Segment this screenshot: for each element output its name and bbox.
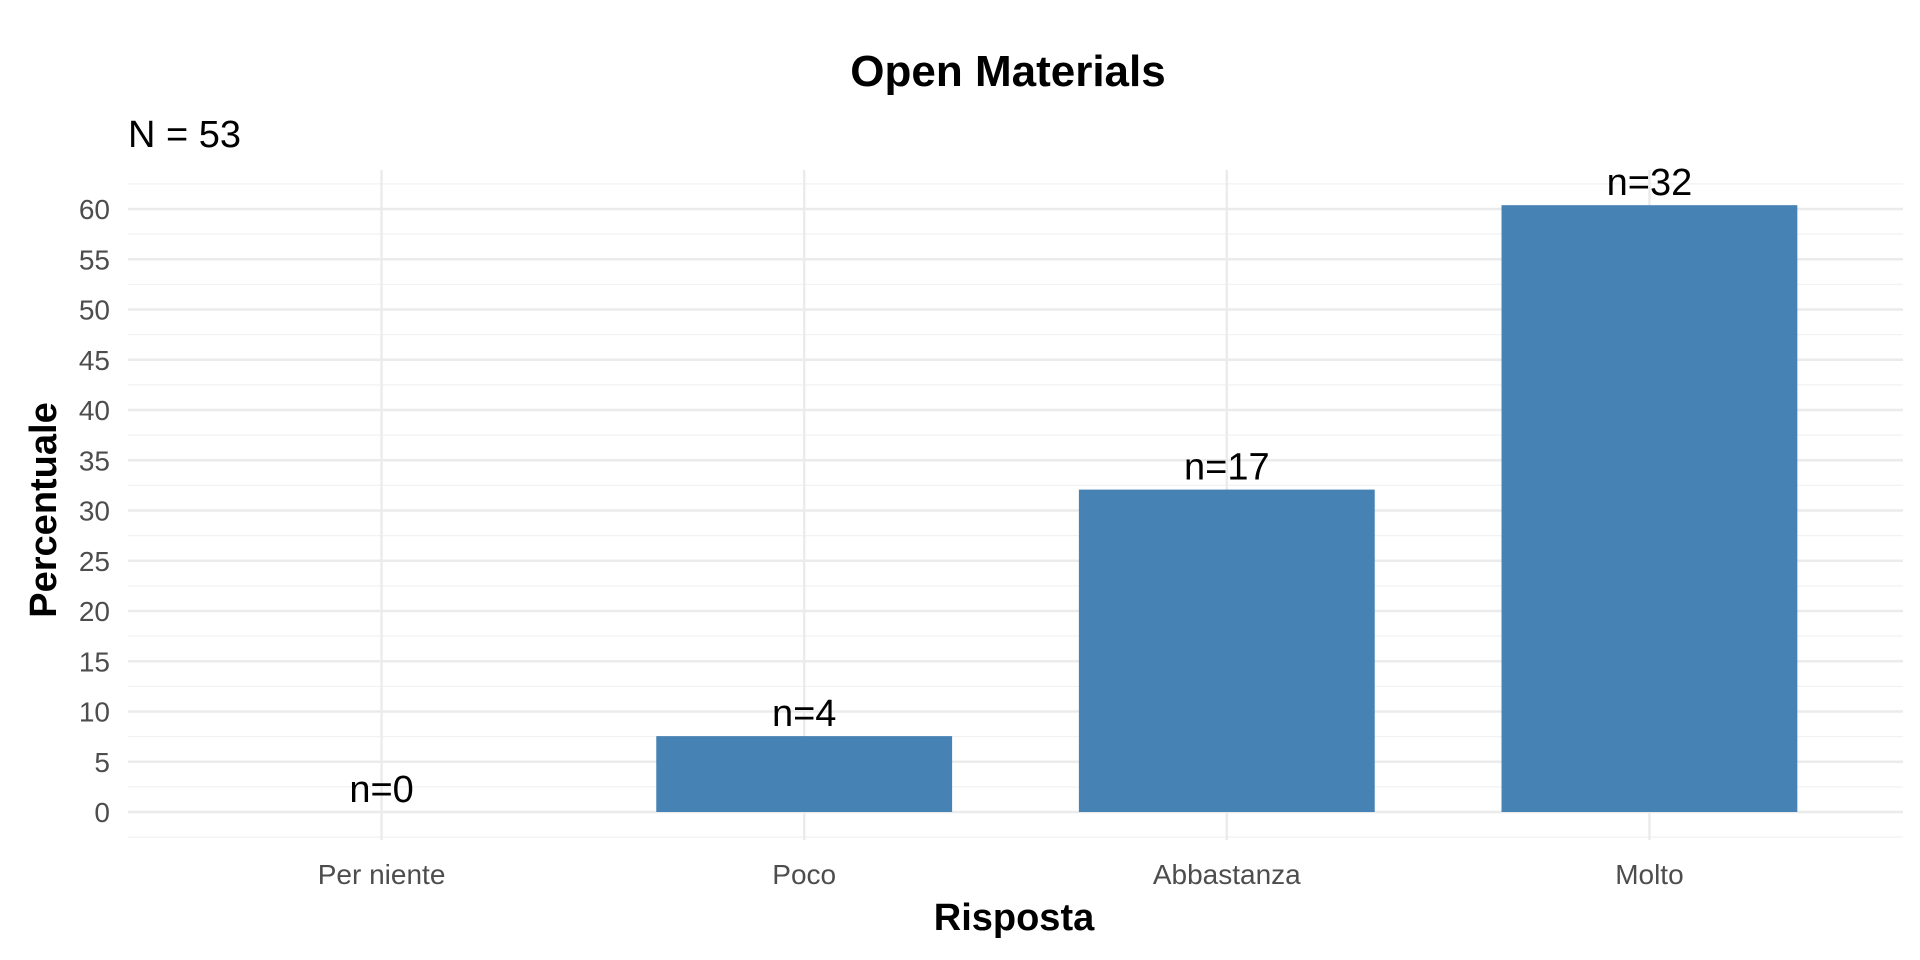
y-axis-ticks: 0 5 10 15 20 25 30 35 40 45 50 55 60	[79, 194, 110, 828]
y-tick-label: 30	[79, 496, 110, 527]
y-tick-label: 5	[94, 747, 110, 778]
y-tick-label: 60	[79, 194, 110, 225]
y-tick-label: 40	[79, 395, 110, 426]
y-tick-label: 20	[79, 596, 110, 627]
data-label: n=32	[1607, 162, 1693, 204]
data-label: n=4	[772, 693, 836, 735]
y-tick-label: 35	[79, 445, 110, 476]
x-tick-label: Abbastanza	[1153, 859, 1301, 890]
y-axis-title: Percentuale	[23, 402, 65, 617]
bar-abbastanza	[1078, 489, 1375, 812]
y-tick-label: 15	[79, 646, 110, 677]
data-label: n=0	[349, 769, 413, 811]
x-tick-label: Molto	[1615, 859, 1683, 890]
x-tick-label: Per niente	[318, 859, 446, 890]
y-tick-label: 0	[94, 797, 110, 828]
data-label: n=17	[1184, 447, 1270, 489]
chart-title: Open Materials	[850, 47, 1165, 96]
y-tick-label: 55	[79, 244, 110, 275]
bars	[656, 205, 1798, 812]
y-tick-label: 50	[79, 295, 110, 326]
bar-poco	[656, 736, 953, 812]
x-tick-label: Poco	[772, 859, 836, 890]
y-tick-label: 10	[79, 697, 110, 728]
y-tick-label: 25	[79, 546, 110, 577]
y-tick-label: 45	[79, 345, 110, 376]
x-axis-title: Risposta	[934, 897, 1095, 939]
bar-molto	[1501, 205, 1798, 812]
data-labels: n=0 n=4 n=17 n=32	[349, 162, 1692, 811]
x-axis-ticks: Per niente Poco Abbastanza Molto	[318, 859, 1684, 890]
chart-subtitle: N = 53	[128, 114, 241, 156]
